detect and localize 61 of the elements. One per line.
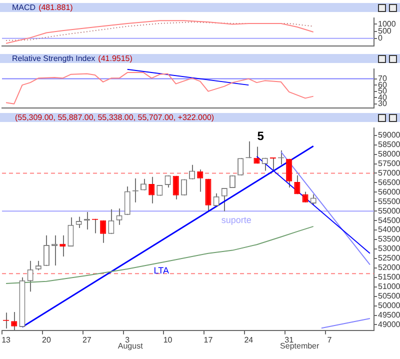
- y-tick-label: 500: [378, 26, 392, 36]
- y-tick-label: 59000: [378, 130, 400, 140]
- candlestick: [294, 174, 300, 195]
- y-tick-label: 30: [378, 99, 388, 108]
- candlestick: [76, 216, 82, 228]
- candlestick: [262, 157, 268, 172]
- y-tick-label: 58000: [378, 150, 400, 159]
- y-tick-label: 54000: [378, 225, 400, 234]
- candlestick: [35, 260, 42, 271]
- y-tick-label: 57000: [378, 168, 400, 178]
- candlestick: [108, 208, 114, 234]
- candlestick: [68, 216, 74, 248]
- candlestick: [148, 176, 155, 204]
- candlestick: [100, 220, 106, 244]
- y-tick-label: 53000: [378, 244, 400, 254]
- chart-subtitle: (481.881): [38, 3, 73, 12]
- y-tick-label: 54500: [378, 216, 400, 225]
- candlestick: [27, 260, 34, 292]
- candlestick: [286, 158, 292, 188]
- x-tick-label: 7: [327, 335, 332, 344]
- x-tick-label: 17: [204, 335, 214, 344]
- y-tick-label: 58500: [378, 140, 400, 150]
- y-tick-label: 52500: [378, 254, 400, 263]
- text: August: [118, 342, 144, 351]
- chart-subtitle: (55,309.00, 55,887.00, 55,338.00, 55,707.00, +322.000): [15, 113, 214, 122]
- y-tick-label: 51500: [378, 272, 400, 282]
- y-tick-label: 50000: [378, 300, 400, 310]
- annotation: 5: [257, 129, 264, 144]
- ref-line-label: suporte: [221, 215, 252, 226]
- candlestick: [254, 146, 260, 164]
- y-tick-label: 52000: [378, 263, 400, 272]
- x-tick-label: 13: [2, 335, 12, 344]
- y-tick-label: 1000: [378, 19, 396, 28]
- y-tick-label: 56500: [378, 178, 400, 187]
- y-tick-label: 56000: [378, 187, 400, 196]
- y-tick-label: 57500: [378, 158, 400, 168]
- candlestick: [43, 234, 50, 266]
- y-tick-label: 0: [378, 34, 383, 43]
- x-tick-label: 10: [163, 335, 173, 344]
- x-tick-label: 24: [244, 335, 254, 344]
- chart-title: MACD: [12, 3, 36, 12]
- candlestick: [116, 208, 122, 226]
- y-tick-label: 55000: [378, 206, 400, 216]
- y-tick-label: 50500: [378, 292, 400, 301]
- y-tick-label: 53500: [378, 234, 400, 244]
- x-tick-label: 27: [82, 335, 92, 344]
- y-tick-label: 51000: [378, 282, 400, 292]
- y-tick-label: 49500: [378, 310, 400, 320]
- series-label: LTA: [154, 266, 169, 276]
- text: September: [280, 342, 320, 351]
- candlestick: [172, 175, 179, 200]
- x-tick-label: 20: [42, 335, 52, 344]
- y-tick-label: 55500: [378, 196, 400, 206]
- candlestick: [124, 186, 130, 216]
- x-tick-label: 3: [125, 335, 130, 344]
- candlestick: [270, 157, 276, 172]
- y-tick-label: 49000: [378, 320, 400, 329]
- x-tick-label: 31: [284, 335, 294, 344]
- chart-title: Relative Strength Index: [12, 54, 96, 63]
- candlestick: [197, 168, 204, 192]
- chart-subtitle: (41.9515): [98, 54, 132, 63]
